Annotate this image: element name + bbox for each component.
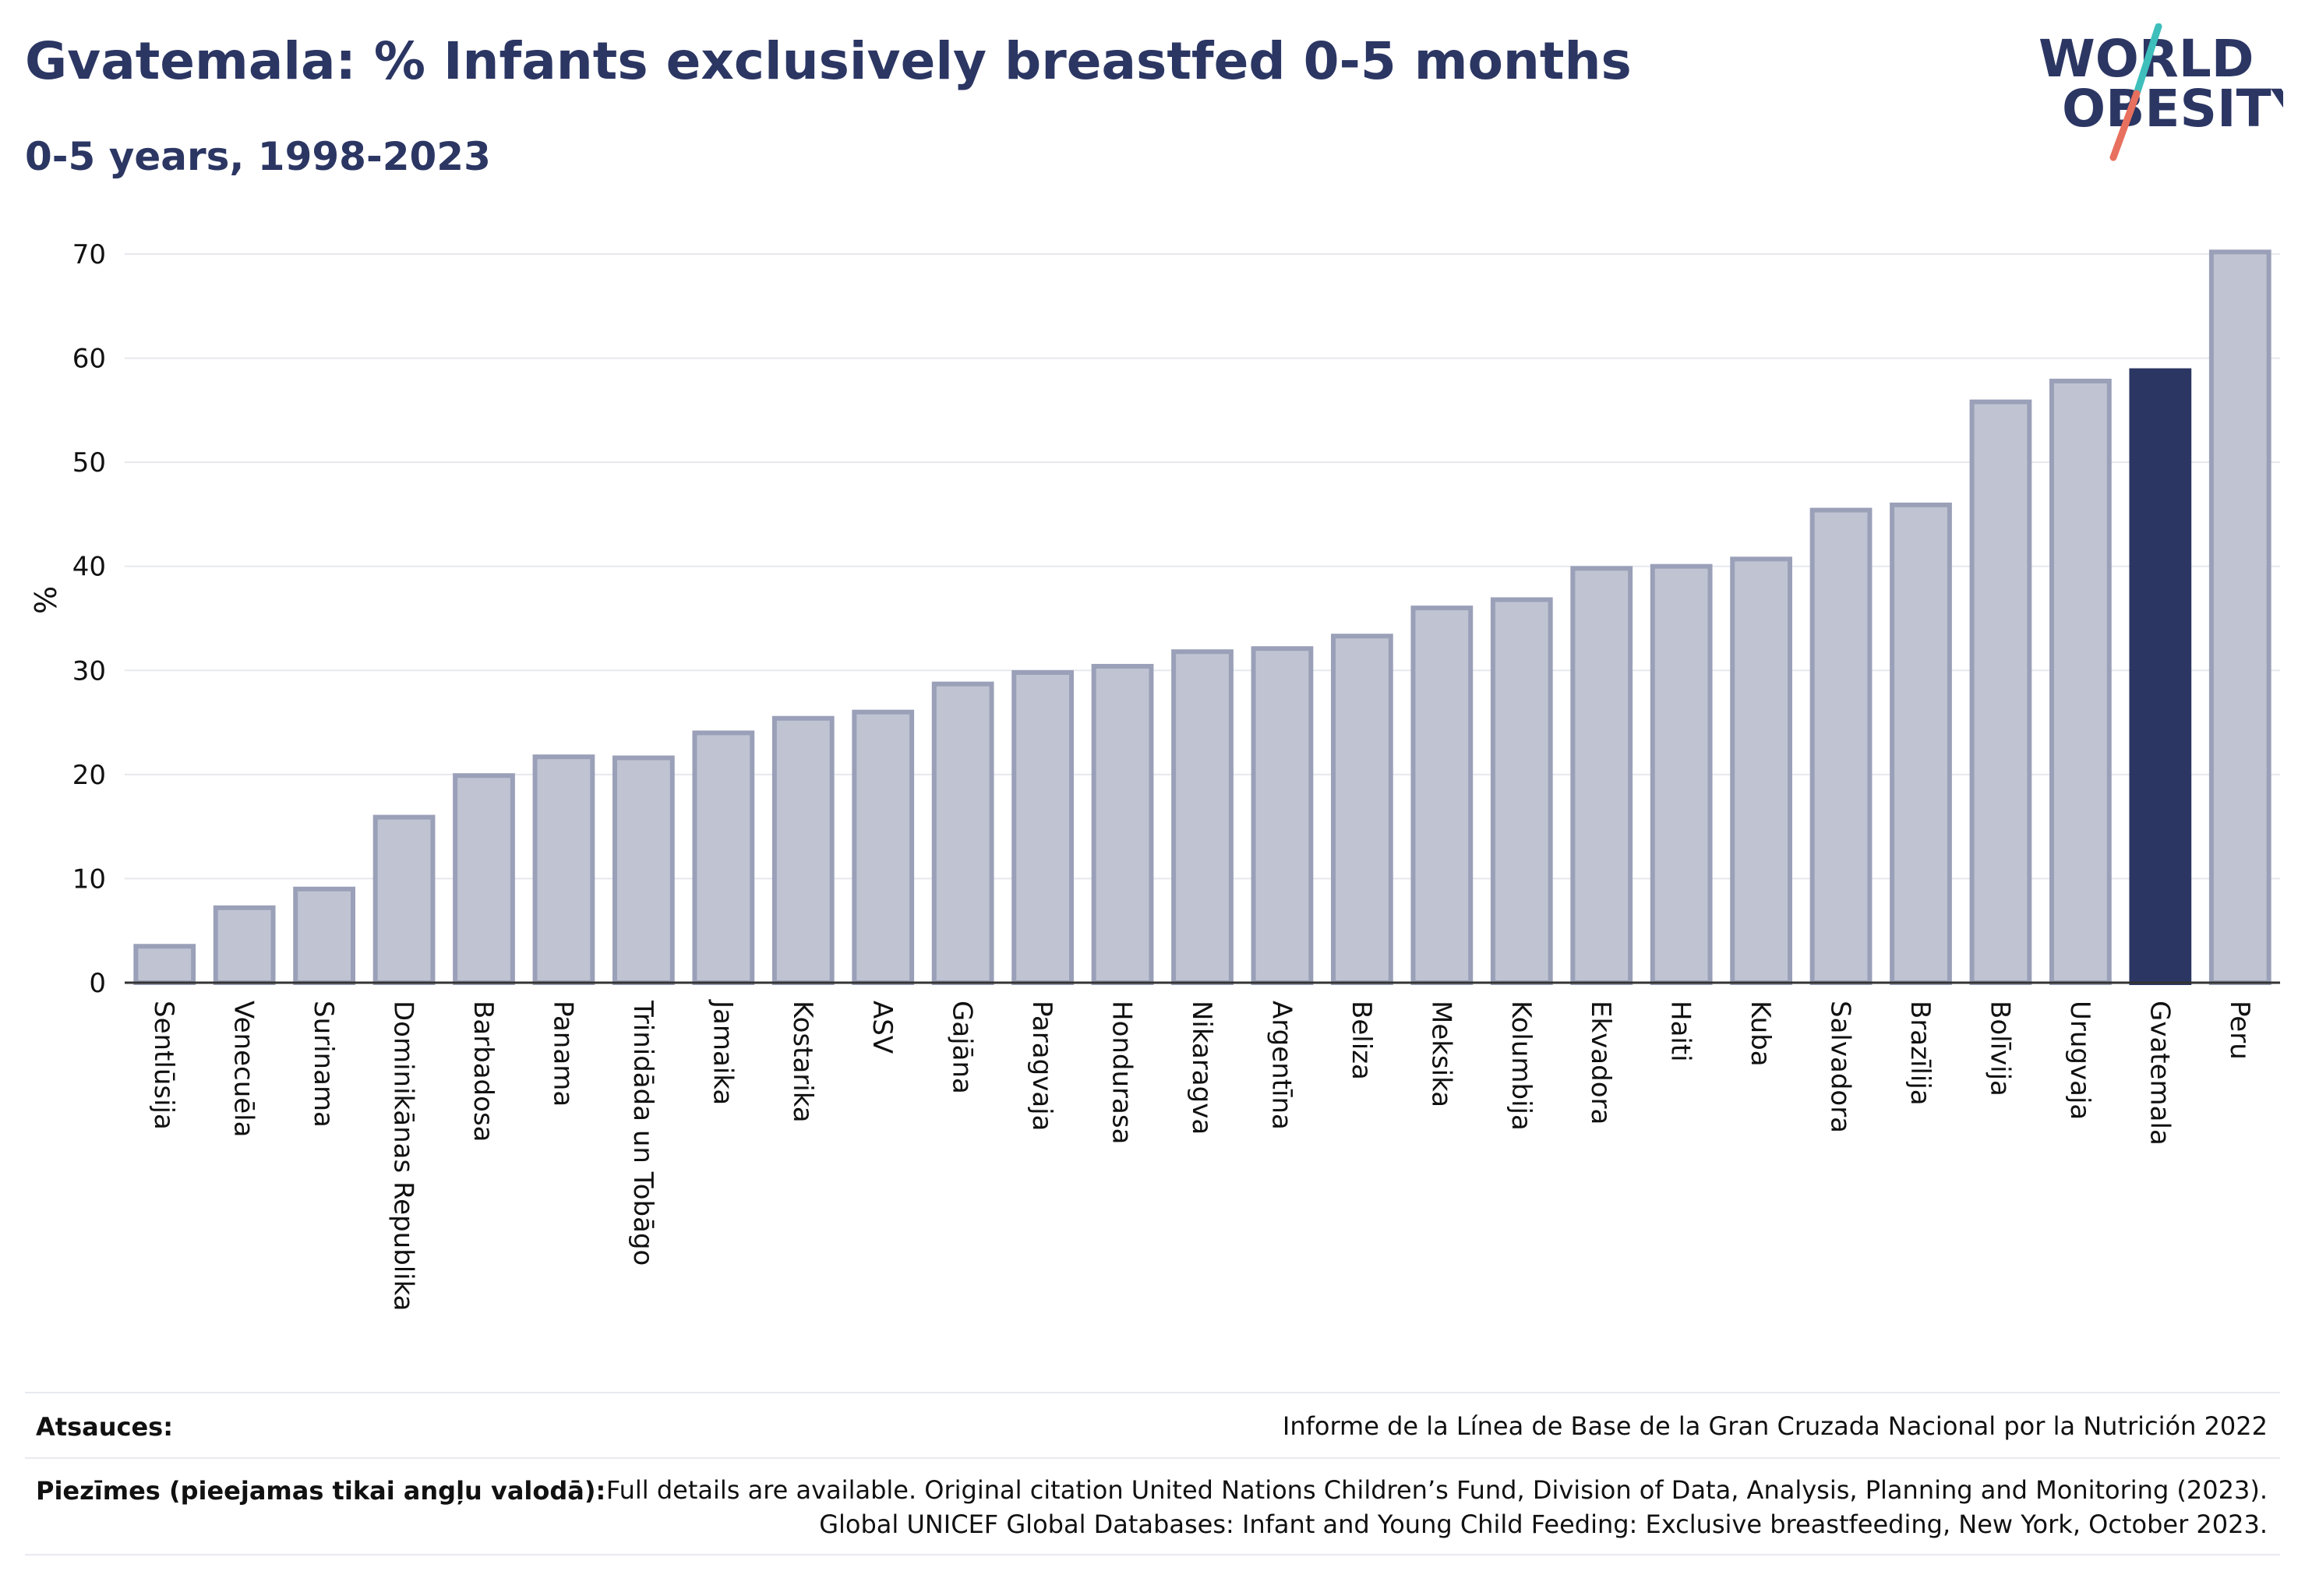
- bar-Hondurasa: [1091, 663, 1154, 985]
- bar-Barbadosa: [453, 773, 515, 985]
- notes-text: Full details are available. Original cit…: [606, 1473, 2268, 1541]
- x-tick-label: Barbadosa: [468, 1001, 499, 1142]
- bar-Surinama: [293, 886, 355, 986]
- x-tick-label: Haiti: [1665, 1001, 1696, 1062]
- notes-line-2: Global UNICEF Global Databases: Infant a…: [819, 1509, 2268, 1539]
- x-tick-label: Gvatemala: [2144, 1001, 2175, 1146]
- bar-Jamaika: [692, 730, 755, 986]
- bar-Meksika: [1410, 606, 1474, 986]
- bar-Nikaragva: [1171, 649, 1234, 985]
- y-tick-label: 50: [72, 447, 106, 478]
- bar-Gajāna: [931, 681, 994, 986]
- y-tick-label: 60: [72, 344, 106, 375]
- x-tick-label: Meksika: [1425, 1001, 1456, 1107]
- y-axis-label: %: [29, 586, 63, 614]
- bar-Kolumbija: [1490, 597, 1553, 985]
- bar-Venecuēla: [213, 905, 276, 986]
- logo-slash-teal: [2133, 23, 2162, 97]
- bar-ASV: [852, 709, 915, 985]
- bar-Bolīvija: [1969, 399, 2032, 985]
- world-obesity-logo: WORLD OBESITY: [2038, 23, 2283, 161]
- x-tick-label: Ekvadora: [1585, 1001, 1616, 1125]
- x-tick-label: Salvadora: [1825, 1001, 1856, 1133]
- chart-title: Gvatemala: % Infants exclusively breastf…: [25, 31, 1632, 91]
- bar-Sentlūsija: [133, 944, 196, 985]
- x-tick-label: Surinama: [308, 1001, 339, 1128]
- y-tick-label: 20: [72, 760, 106, 791]
- bar-Paragvaja: [1011, 669, 1074, 985]
- bar-Urugvaja: [2049, 378, 2112, 985]
- x-tick-label: Urugvaja: [2064, 1001, 2095, 1120]
- y-tick-label: 0: [89, 968, 106, 999]
- bar-Dominikānas Republika: [372, 814, 436, 986]
- x-tick-label: Jamaika: [707, 999, 738, 1105]
- logo-line2: OBESITY: [2062, 79, 2283, 139]
- x-tick-label: Kuba: [1745, 1001, 1776, 1067]
- x-tick-label: Panama: [547, 1001, 578, 1107]
- bar-Panama: [532, 754, 595, 986]
- bar-Kostarika: [771, 715, 835, 985]
- x-tick-label: Argentīna: [1265, 1001, 1297, 1130]
- x-tick-label: ASV: [867, 1001, 898, 1054]
- bar-Kuba: [1730, 556, 1792, 985]
- notes-line-1: Full details are available. Original cit…: [605, 1475, 2268, 1505]
- x-tick-label: Bolīvija: [1984, 1001, 2015, 1096]
- y-tick-label: 10: [72, 863, 106, 895]
- y-axis-ticks: 0 10 20 30 40 50 60 70: [72, 239, 106, 999]
- x-tick-label: Brazīlija: [1904, 1001, 1936, 1106]
- chart-subtitle: 0-5 years, 1998-2023: [25, 134, 491, 179]
- x-tick-label: Gajāna: [947, 1001, 978, 1094]
- bar-chart: 0 10 20 30 40 50 60 70 Sentlūsija Venecuēla Surin…: [29, 239, 2280, 1312]
- bar-Argentīna: [1251, 646, 1314, 985]
- bar-Haiti: [1650, 563, 1713, 985]
- sources-text: Informe de la Línea de Base de la Gran C…: [1282, 1411, 2268, 1441]
- y-tick-label: 70: [72, 239, 106, 270]
- bar-Peru: [2208, 249, 2271, 986]
- bar-Trinidāda un Tobāgo: [612, 755, 675, 985]
- bar-Ekvadora: [1570, 566, 1633, 985]
- x-tick-label: Paragvaja: [1026, 1001, 1057, 1131]
- sources-label: Atsauces:: [36, 1412, 173, 1442]
- footer-divider-bottom: [25, 1554, 2280, 1555]
- bar-Gvatemala: [2129, 368, 2192, 986]
- bars: [133, 249, 2271, 986]
- x-tick-label: Nikaragva: [1186, 1001, 1217, 1135]
- x-tick-label: Beliza: [1346, 1001, 1377, 1080]
- footer-divider-top: [25, 1392, 2280, 1393]
- footer-divider-middle: [25, 1457, 2280, 1459]
- bar-Brazīlija: [1890, 502, 1952, 985]
- x-tick-label: Kostarika: [787, 1001, 818, 1123]
- x-tick-label: Dominikānas Republika: [388, 1001, 419, 1312]
- y-tick-label: 30: [72, 655, 106, 687]
- bar-Beliza: [1331, 634, 1393, 985]
- logo-slash-coral: [2109, 90, 2141, 161]
- notes-label: Piezīmes (pieejamas tikai angļu valodā):: [36, 1476, 606, 1506]
- y-tick-label: 40: [72, 552, 106, 583]
- x-tick-label: Sentlūsija: [148, 1001, 179, 1130]
- bar-Salvadora: [1809, 507, 1873, 985]
- x-tick-label: Peru: [2224, 1001, 2255, 1060]
- x-tick-label: Kolumbija: [1505, 1001, 1537, 1131]
- x-axis-labels: Sentlūsija Venecuēla Surinama Dominikānas R…: [148, 999, 2255, 1312]
- x-tick-label: Hondurasa: [1107, 1001, 1138, 1144]
- x-tick-label: Trinidāda un Tobāgo: [627, 1000, 658, 1266]
- x-tick-label: Venecuēla: [228, 1001, 259, 1137]
